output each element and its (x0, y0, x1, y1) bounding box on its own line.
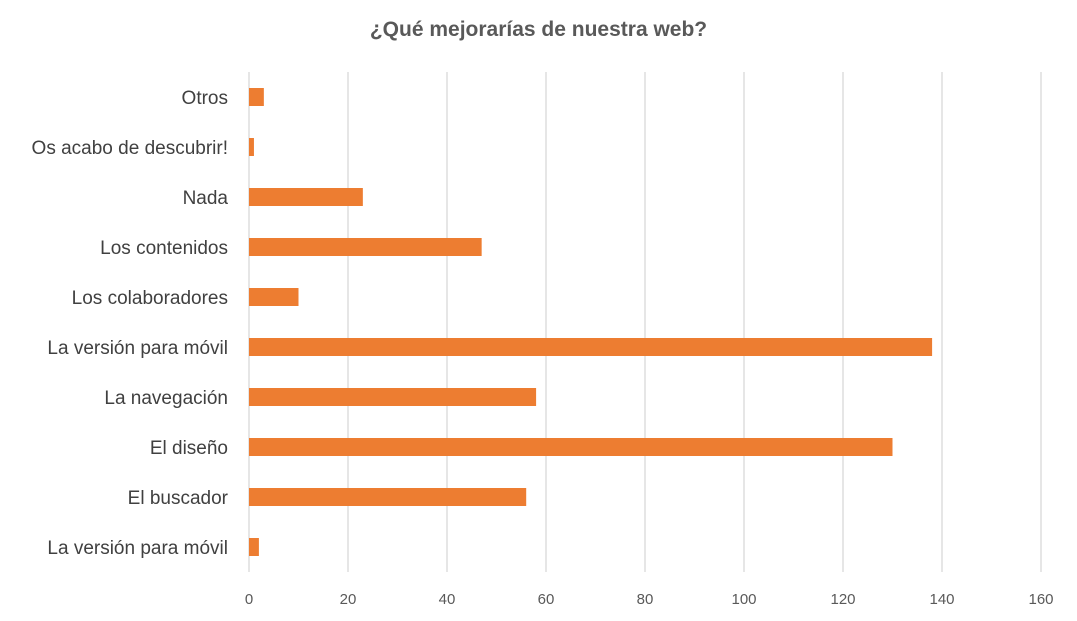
x-tick-label: 0 (245, 591, 253, 608)
bar (249, 138, 254, 156)
x-tick-label: 140 (929, 591, 954, 608)
bar (249, 338, 933, 356)
x-tick-label: 80 (637, 591, 654, 608)
x-tick-label: 20 (340, 591, 357, 608)
bar (249, 88, 264, 106)
x-tick-label: 120 (830, 591, 855, 608)
x-tick-label: 40 (439, 591, 456, 608)
bar (249, 238, 482, 256)
category-label: Los contenidos (100, 238, 228, 259)
category-label: Otros (182, 88, 228, 109)
bar (249, 388, 537, 406)
bar (249, 538, 259, 556)
chart-title: ¿Qué mejorarías de nuestra web? (369, 18, 708, 41)
category-label: La versión para móvil (47, 338, 228, 359)
category-label: La versión para móvil (47, 538, 228, 559)
x-tick-label: 100 (731, 591, 756, 608)
bar (249, 188, 363, 206)
category-label: La navegación (104, 388, 228, 409)
category-label: Los colaboradores (72, 288, 228, 309)
x-tick-label: 160 (1028, 591, 1053, 608)
bar (249, 438, 893, 456)
bar (249, 488, 527, 506)
category-label: Os acabo de descubrir! (32, 138, 228, 159)
x-tick-label: 60 (538, 591, 555, 608)
category-label: Nada (183, 188, 229, 209)
category-label: El diseño (150, 438, 228, 459)
category-label: El buscador (128, 488, 229, 509)
bar (249, 288, 299, 306)
